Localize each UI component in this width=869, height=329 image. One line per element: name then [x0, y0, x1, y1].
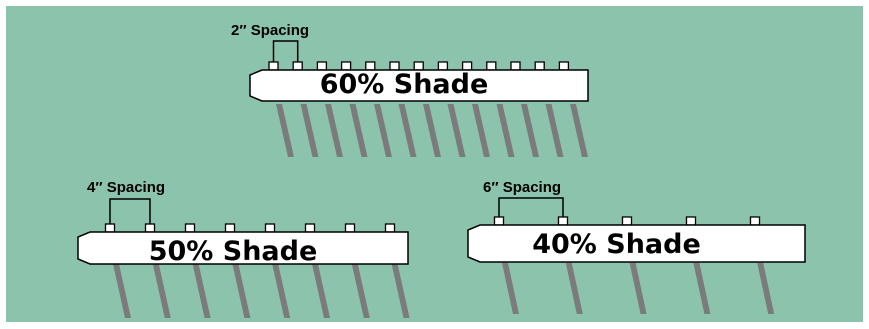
spacing-bracket — [272, 40, 299, 62]
panel-40-shade: 6″ Spacing 40% Shade — [467, 179, 806, 314]
shade-label: 60% Shade — [320, 69, 489, 100]
teeth-group — [268, 61, 570, 71]
spacing-bracket — [498, 197, 564, 217]
shade-stripe — [629, 263, 647, 314]
shade-strip — [467, 224, 806, 263]
shade-stripe — [300, 104, 319, 157]
shade-stripe — [351, 264, 370, 318]
shade-stripe — [325, 104, 343, 157]
shade-stripe — [545, 104, 564, 157]
shade-stripe — [521, 104, 539, 157]
strip-tooth — [344, 223, 356, 233]
spacing-bracket — [109, 198, 151, 224]
shade-stripe — [276, 104, 294, 157]
shade-strip — [77, 231, 409, 265]
strip-tooth — [268, 61, 279, 71]
shade-stripe — [391, 264, 410, 318]
strip-tooth — [685, 216, 697, 226]
shade-stripe — [192, 264, 211, 318]
shade-stripe — [693, 263, 711, 314]
strip-tooth — [510, 61, 521, 71]
spacing-label: 4″ Spacing — [87, 179, 165, 196]
strip-tooth — [384, 223, 396, 233]
strip-tooth — [144, 223, 156, 233]
strip-tooth — [557, 216, 569, 226]
strip-tooth — [749, 216, 761, 226]
panel-60-shade: 2″ Spacing 60% Shade — [231, 22, 589, 157]
strip-tooth — [534, 61, 545, 71]
shade-stripe — [496, 104, 515, 157]
stripes-group — [502, 263, 775, 314]
shade-stripe — [374, 104, 392, 157]
spacing-label: 6″ Spacing — [483, 179, 561, 196]
shade-stripe — [447, 104, 466, 157]
strip-tooth — [264, 223, 276, 233]
shade-stripe — [423, 104, 441, 157]
shade-stripe — [272, 264, 291, 318]
shade-stripe — [312, 264, 330, 318]
strip-tooth — [304, 223, 316, 233]
spacing-label: 2″ Spacing — [231, 22, 309, 39]
shade-stripe — [349, 104, 368, 157]
shade-stripe — [113, 264, 131, 318]
strip-tooth — [493, 216, 505, 226]
shade-stripe — [152, 264, 171, 318]
shade-stripe — [757, 263, 775, 314]
shade-label: 40% Shade — [532, 229, 701, 260]
strip-tooth — [224, 223, 236, 233]
strip-tooth — [184, 223, 196, 233]
strip-tooth — [558, 61, 570, 71]
shade-stripe — [570, 104, 588, 157]
diagram-background — [6, 6, 863, 322]
shade-strip — [249, 69, 589, 102]
shade-label: 50% Shade — [149, 236, 318, 267]
shade-stripe — [502, 263, 519, 314]
stripes-group — [276, 104, 588, 157]
shade-stripe — [565, 263, 583, 314]
shade-stripe — [472, 104, 490, 157]
strip-tooth — [104, 223, 116, 233]
teeth-group — [493, 216, 761, 226]
shade-stripe — [398, 104, 417, 157]
panel-50-shade: 4″ Spacing 50% Shade — [77, 179, 410, 318]
strip-tooth — [292, 61, 303, 71]
shade-stripe — [232, 264, 251, 318]
strip-tooth — [621, 216, 633, 226]
stripes-group — [113, 264, 410, 318]
